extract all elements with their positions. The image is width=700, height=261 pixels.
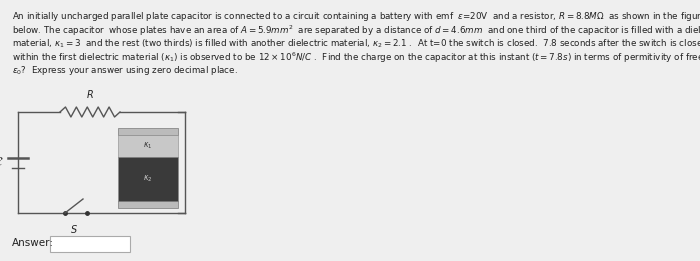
Text: within the first dielectric material ($\kappa_1$) is observed to be $12 \times 1: within the first dielectric material ($\… [12,50,700,65]
Text: $\kappa_1$: $\kappa_1$ [144,141,153,151]
Text: S: S [71,225,77,235]
Text: An initially uncharged parallel plate capacitor is connected to a circuit contai: An initially uncharged parallel plate ca… [12,10,700,23]
Bar [118,135,178,157]
Text: $\kappa_2$: $\kappa_2$ [144,174,153,184]
Text: below. The capacitor  whose plates have an area of $A = 5.9mm^2$  are separated : below. The capacitor whose plates have a… [12,23,700,38]
Text: R: R [87,90,93,100]
Bar [118,201,178,208]
Text: material, $\kappa_1 = 3$  and the rest (two thirds) is filled with another diele: material, $\kappa_1 = 3$ and the rest (t… [12,37,700,50]
Bar [118,157,178,201]
Text: $\mathcal{E}$: $\mathcal{E}$ [0,156,4,169]
Text: $\varepsilon_0$?  Express your answer using zero decimal place.: $\varepsilon_0$? Express your answer usi… [12,64,238,77]
Text: Answer:: Answer: [12,238,54,248]
Bar [50,236,130,252]
Bar [118,128,178,135]
